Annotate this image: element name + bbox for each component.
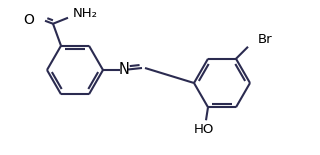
Text: Br: Br: [258, 33, 273, 46]
Text: NH₂: NH₂: [73, 7, 98, 20]
Text: HO: HO: [194, 123, 214, 136]
Text: N: N: [119, 62, 129, 77]
Text: O: O: [23, 13, 34, 27]
